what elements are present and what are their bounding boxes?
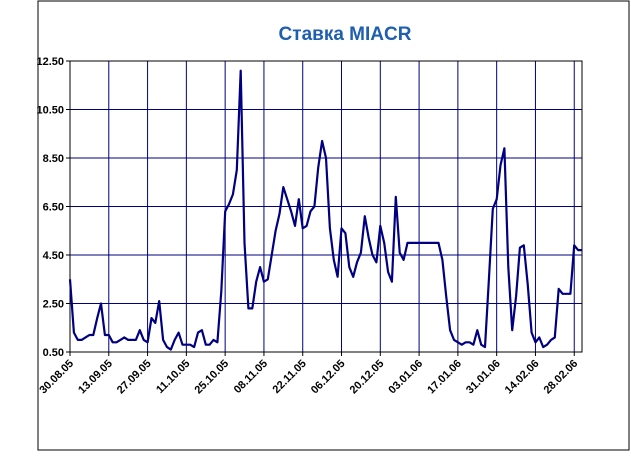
y-tick-label: 4.50 xyxy=(43,250,64,262)
y-tick-label: 0.50 xyxy=(43,347,64,359)
data-line xyxy=(68,69,582,351)
chart-title: Ставка MIACR xyxy=(279,24,412,45)
y-tick-label: 8.50 xyxy=(43,153,64,165)
y-tick-label: 10.50 xyxy=(36,105,64,117)
y-tick-label: 6.50 xyxy=(43,202,64,214)
plot-border xyxy=(69,60,583,353)
chart-frame xyxy=(37,0,630,451)
y-tick-label: 12.50 xyxy=(36,56,64,68)
y-tick-label: 2.50 xyxy=(43,299,64,311)
